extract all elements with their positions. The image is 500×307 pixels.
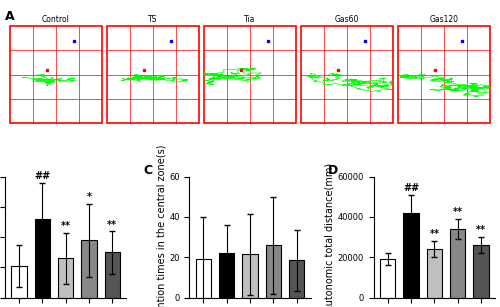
Text: Control: Control bbox=[42, 15, 70, 24]
Bar bbox=[380, 259, 396, 298]
Y-axis label: Retention times in the central zone(s): Retention times in the central zone(s) bbox=[156, 144, 166, 307]
Text: **: ** bbox=[60, 221, 70, 231]
Bar bbox=[242, 254, 258, 298]
Bar bbox=[427, 249, 442, 298]
Text: D: D bbox=[328, 165, 338, 177]
Text: TS: TS bbox=[148, 15, 158, 24]
Bar bbox=[10, 26, 102, 123]
Bar bbox=[474, 245, 488, 298]
Text: **: ** bbox=[476, 225, 486, 235]
Bar bbox=[196, 259, 211, 298]
Bar bbox=[82, 240, 96, 298]
Bar bbox=[219, 253, 234, 298]
Bar bbox=[104, 252, 120, 298]
Text: ##: ## bbox=[34, 171, 50, 181]
Bar bbox=[204, 26, 296, 123]
Text: Gas120: Gas120 bbox=[430, 15, 458, 24]
Bar bbox=[289, 260, 304, 298]
Bar bbox=[58, 258, 73, 298]
Bar bbox=[266, 245, 281, 298]
Bar bbox=[301, 26, 393, 123]
Bar bbox=[107, 26, 199, 123]
Text: **: ** bbox=[108, 220, 118, 230]
Text: C: C bbox=[144, 165, 152, 177]
Text: **: ** bbox=[452, 207, 462, 217]
Text: Tia: Tia bbox=[244, 15, 256, 24]
Bar bbox=[12, 266, 26, 298]
Bar bbox=[34, 219, 50, 298]
Bar bbox=[398, 26, 490, 123]
Y-axis label: Autonomic total distance(mm): Autonomic total distance(mm) bbox=[325, 163, 335, 307]
Text: *: * bbox=[86, 192, 92, 202]
Bar bbox=[404, 213, 418, 298]
Text: A: A bbox=[5, 10, 15, 23]
Bar bbox=[450, 229, 466, 298]
Text: **: ** bbox=[430, 229, 440, 239]
Text: Gas60: Gas60 bbox=[335, 15, 359, 24]
Text: ##: ## bbox=[403, 183, 419, 193]
